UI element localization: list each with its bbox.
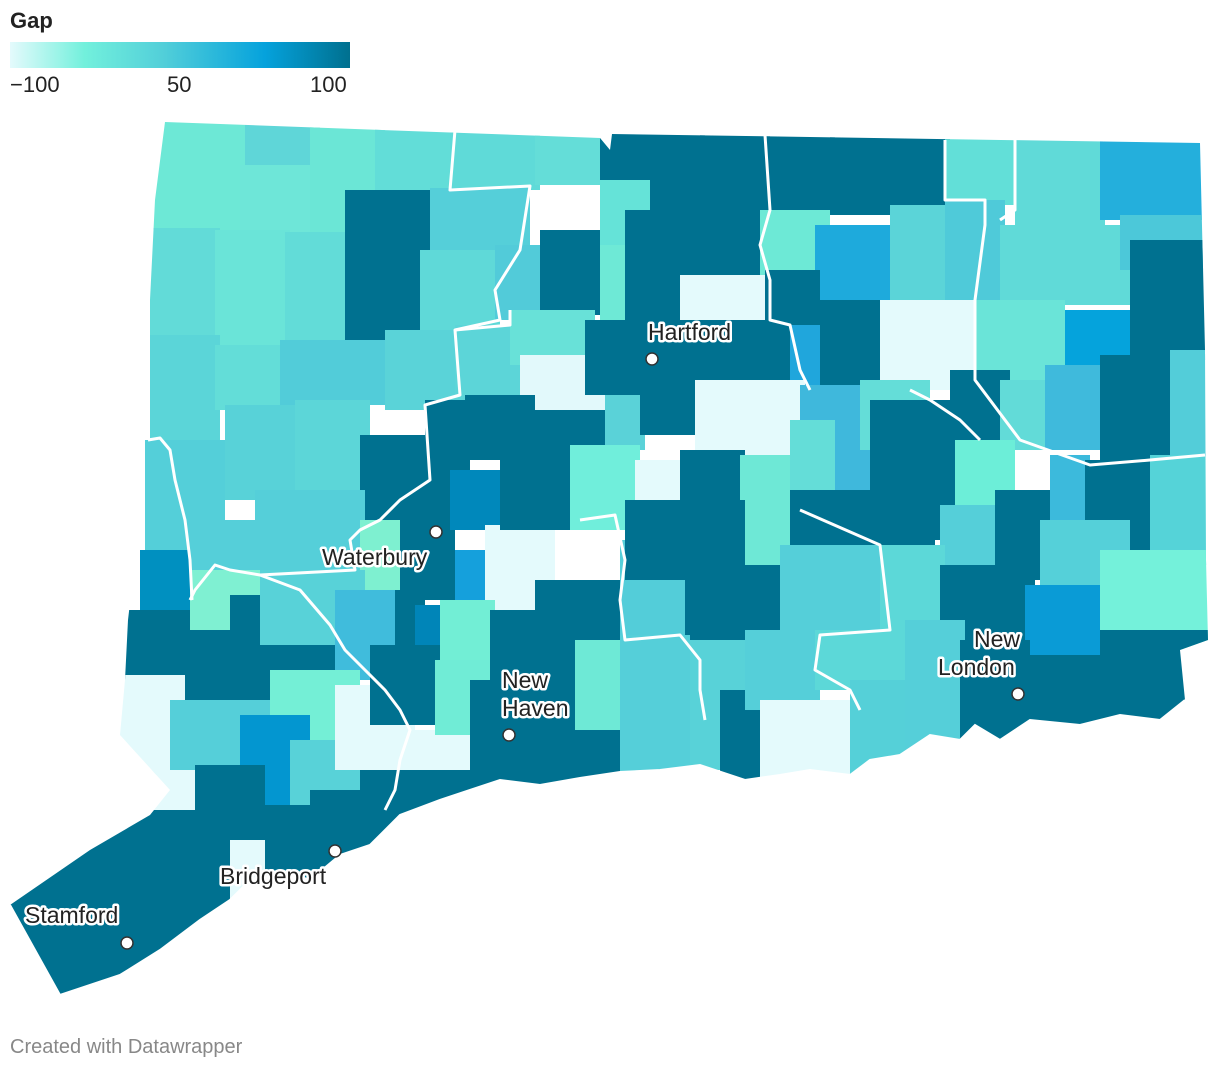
town-region <box>695 380 805 460</box>
city-label-stamford: Stamford <box>25 902 118 928</box>
city-label-new-haven: New Haven <box>502 667 568 721</box>
coastline <box>9 699 1186 997</box>
town-region <box>420 250 500 330</box>
town-region <box>1150 455 1208 565</box>
city-label-new-london: New London <box>938 626 1026 680</box>
town-region <box>535 580 625 650</box>
town-region <box>620 580 690 640</box>
connecticut-map: Hartford Waterbury New Haven New London … <box>9 122 1208 997</box>
county-boundaries <box>147 129 1206 811</box>
town-region <box>430 188 530 253</box>
town-region <box>680 275 775 325</box>
town-region <box>780 545 890 635</box>
town-region <box>150 335 220 445</box>
town-region <box>760 700 820 780</box>
town-region <box>450 470 500 530</box>
town-region <box>1045 365 1110 450</box>
city-label-hartford: Hartford <box>648 319 731 345</box>
city-dot-hartford <box>645 352 659 366</box>
town-region <box>450 122 540 190</box>
town-region <box>830 122 950 215</box>
city-dot-waterbury <box>429 525 443 539</box>
city-dot-new-london <box>1011 687 1025 701</box>
town-region <box>1130 240 1208 360</box>
town-region <box>240 165 310 235</box>
city-dot-stamford <box>120 936 134 950</box>
town-region <box>360 520 405 590</box>
town-region <box>605 395 645 450</box>
town-region <box>745 630 820 710</box>
city-label-waterbury: Waterbury <box>322 544 428 570</box>
town-region <box>400 480 455 600</box>
town-region <box>890 205 945 305</box>
town-region <box>245 122 320 165</box>
town-region <box>255 490 365 570</box>
town-region <box>225 405 305 500</box>
town-region <box>465 395 535 460</box>
town-region <box>495 245 545 320</box>
town-region <box>690 210 765 275</box>
town-region <box>640 390 700 435</box>
city-markers: Hartford Waterbury New Haven New London … <box>23 317 1026 950</box>
town-region <box>140 550 195 620</box>
town-region <box>815 225 895 310</box>
town-region <box>945 200 1005 300</box>
town-region <box>585 320 685 395</box>
town-region <box>540 230 610 315</box>
legend-tick-mid: 50 <box>167 72 192 97</box>
town-region <box>1100 122 1208 220</box>
legend: Gap −100 50 100 <box>10 8 350 102</box>
city-dot-bridgeport <box>328 844 342 858</box>
town-region <box>675 320 795 390</box>
town-region <box>620 635 690 775</box>
town-region <box>440 600 495 665</box>
city-label-bridgeport: Bridgeport <box>220 863 327 889</box>
town-region <box>150 122 245 230</box>
town-region <box>945 122 1015 205</box>
town-region <box>295 400 370 495</box>
legend-tick-max: 100 <box>310 72 347 97</box>
town-region <box>540 720 630 790</box>
town-region <box>905 620 965 750</box>
town-region <box>1015 122 1105 230</box>
legend-ticks: −100 50 100 <box>10 72 350 102</box>
datawrapper-credit: Created with Datawrapper <box>10 1036 243 1058</box>
town-region <box>500 450 575 530</box>
town-region <box>1170 350 1208 460</box>
town-region <box>535 122 610 185</box>
town-region <box>215 345 285 410</box>
town-region <box>765 122 835 210</box>
legend-title: Gap <box>10 8 53 33</box>
town-region <box>1000 225 1130 305</box>
town-region <box>1000 380 1050 450</box>
legend-color-bar <box>10 42 350 68</box>
town-region <box>360 770 470 860</box>
town-region <box>215 230 290 345</box>
town-region <box>1100 355 1175 465</box>
town-region <box>700 122 770 220</box>
town-region <box>150 228 220 338</box>
city-dot-new-haven <box>502 728 516 742</box>
legend-tick-min: −100 <box>10 72 60 97</box>
town-region <box>940 505 1000 575</box>
town-region <box>385 330 460 410</box>
town-regions <box>10 122 1208 995</box>
town-region <box>280 340 390 405</box>
town-region <box>1050 455 1090 525</box>
town-region <box>375 122 455 200</box>
